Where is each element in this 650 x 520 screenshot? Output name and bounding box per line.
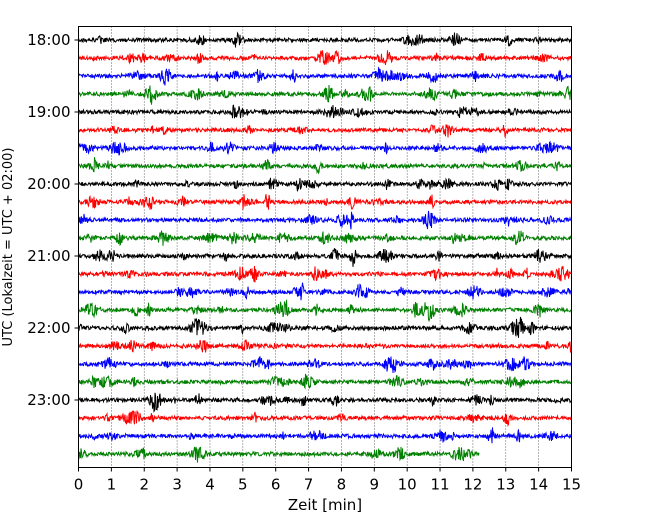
y-tick-label: 20:00 (27, 175, 70, 193)
y-axis-ticks: 18:00 19:00 20:00 21:00 22:00 23:00 (27, 31, 79, 409)
trace-1830 (78, 66, 572, 86)
x-tick-label: 7 (304, 476, 314, 494)
trace-2215 (78, 339, 572, 353)
trace-2345 (78, 446, 480, 463)
x-axis-label: Zeit [min] (288, 496, 362, 514)
y-tick-label: 18:00 (27, 31, 70, 49)
x-tick-label: 3 (172, 476, 182, 494)
x-tick-label: 2 (139, 476, 149, 494)
y-tick-label: 21:00 (27, 247, 70, 265)
y-tick-label: 19:00 (27, 103, 70, 121)
x-tick-label: 12 (463, 476, 482, 494)
trace-2130 (78, 282, 572, 301)
x-tick-label: 4 (205, 476, 215, 494)
x-tick-label: 14 (529, 476, 548, 494)
x-tick-label: 10 (398, 476, 417, 494)
trace-1900 (78, 104, 572, 119)
trace-2245 (78, 373, 572, 390)
trace-2000 (78, 177, 572, 192)
trace-1930 (78, 140, 572, 156)
trace-1800 (78, 31, 572, 48)
y-tick-label: 23:00 (27, 391, 70, 409)
trace-2115 (78, 265, 572, 283)
trace-2045 (78, 230, 572, 247)
x-tick-label: 9 (370, 476, 380, 494)
x-tick-label: 8 (337, 476, 347, 494)
trace-2300 (78, 392, 572, 413)
trace-1845 (78, 85, 572, 105)
x-tick-label: 13 (496, 476, 515, 494)
x-tick-label: 6 (271, 476, 281, 494)
x-axis-ticks: 0 1 2 3 4 5 6 7 8 9 10 11 12 13 14 15 (74, 467, 581, 494)
trace-1915 (78, 124, 572, 138)
y-axis-label: UTC (Lokalzeit = UTC + 02:00) (1, 148, 16, 347)
trace-2315 (78, 410, 572, 427)
x-tick-label: 15 (562, 476, 581, 494)
x-tick-label: 0 (74, 476, 84, 494)
seismic-traces (78, 31, 572, 463)
trace-2230 (78, 356, 572, 374)
trace-2330 (78, 427, 572, 444)
x-tick-label: 11 (430, 476, 449, 494)
y-tick-label: 22:00 (27, 319, 70, 337)
trace-2015 (78, 194, 572, 211)
x-tick-label: 5 (238, 476, 248, 494)
trace-2100 (78, 248, 572, 267)
trace-2145 (78, 299, 572, 323)
trace-1815 (78, 50, 572, 66)
trace-2200 (78, 316, 572, 338)
trace-2030 (78, 210, 572, 230)
x-tick-label: 1 (107, 476, 117, 494)
trace-1945 (78, 157, 572, 175)
plot-frame (78, 26, 572, 468)
